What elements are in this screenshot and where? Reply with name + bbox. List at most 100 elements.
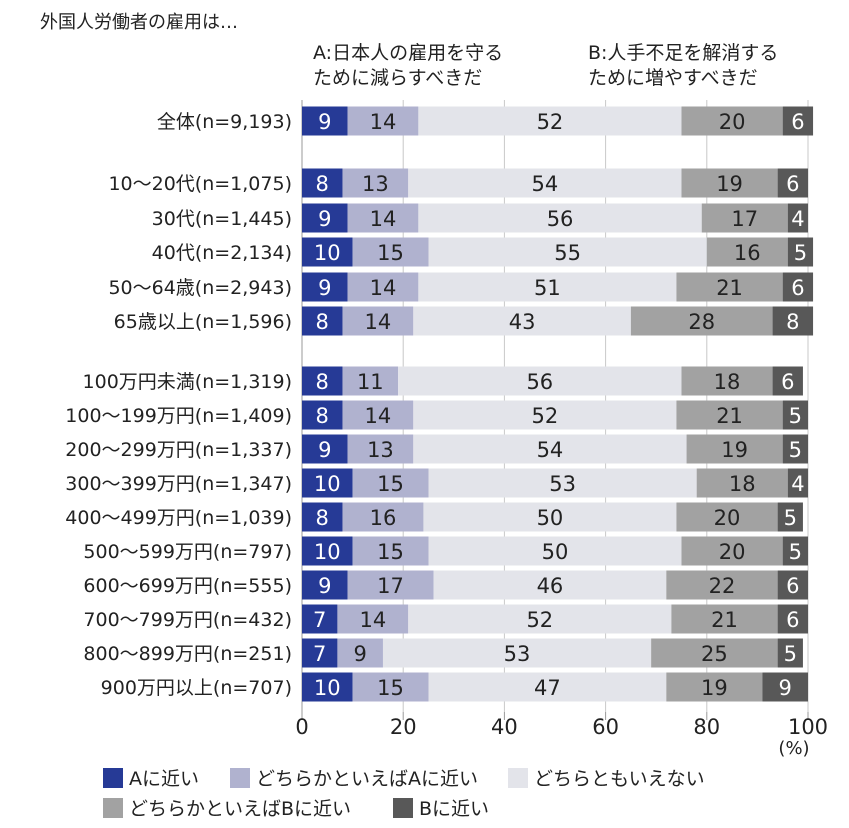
data-label: 21 [711,608,738,632]
data-label: 9 [779,676,792,700]
data-label: 52 [537,110,564,134]
category-label: 700〜799万円(n=432) [83,609,292,631]
bar-segment [413,306,631,336]
bar-segment [772,306,814,336]
bar-segment [676,502,778,532]
bar-segment [651,638,778,668]
category-label: 全体(n=9,193) [157,111,292,133]
data-label: 9 [318,574,331,598]
data-label: 15 [377,676,404,700]
data-label: 53 [549,472,576,496]
bar-segment [347,106,419,136]
bar-segment [408,604,672,634]
bar-segment [676,400,783,430]
data-label: 15 [377,241,404,265]
bar-segment [347,570,434,600]
data-label: 28 [688,310,715,334]
data-label: 4 [791,207,804,231]
category-label: 65歳以上(n=1,596) [114,311,292,333]
bar-segment [787,203,808,233]
bar-segment [433,570,667,600]
data-label: 56 [526,370,553,394]
data-label: 25 [701,642,728,666]
data-label: 9 [318,207,331,231]
bar-segment [342,168,409,198]
bar-segment [671,604,778,634]
data-label: 46 [537,574,564,598]
data-label: 9 [318,110,331,134]
data-label: 17 [731,207,758,231]
bar-segment [423,502,677,532]
bar-segment [347,434,414,464]
bar-segment [428,237,707,267]
bar-segment [681,536,783,566]
bar-segment [302,237,353,267]
data-label: 13 [362,172,389,196]
legend-label: Bに近い [419,798,490,820]
legend-label: Aに近い [129,768,199,790]
data-label: 6 [791,110,804,134]
legend-item-lean-b: どちらかといえばBに近い [103,794,351,821]
data-label: 21 [716,276,743,300]
data-label: 19 [721,438,748,462]
data-label: 5 [784,642,797,666]
data-label: 6 [791,276,804,300]
bar-segment [352,672,429,702]
bar-segment [352,468,429,498]
data-label: 16 [370,506,397,530]
bar-segment [666,672,763,702]
bar-segment [782,272,814,302]
bar-segment [302,536,353,566]
data-label: 16 [734,241,761,265]
bar-segment [696,468,788,498]
data-label: 9 [318,276,331,300]
x-tick-label: 80 [693,715,720,739]
data-label: 14 [370,110,397,134]
data-label: 20 [714,506,741,530]
legend-swatch [103,767,123,788]
legend-swatch [230,767,250,788]
data-label: 8 [316,172,329,196]
data-label: 14 [365,404,392,428]
legend-swatch [103,797,123,818]
legend-item-b: Bに近い [393,794,489,821]
category-label: 200〜299万円(n=1,337) [65,439,292,461]
data-label: 43 [509,310,536,334]
data-label: 54 [532,172,559,196]
data-label: 52 [526,608,553,632]
legend-swatch [508,767,528,788]
bar-segment [302,434,348,464]
legend-swatch [393,797,413,818]
data-label: 19 [701,676,728,700]
bar-segment [706,237,788,267]
bar-segment [347,272,419,302]
x-tick-label: 40 [491,715,518,739]
bar-segment [302,306,343,336]
category-label: 30代(n=1,445) [152,208,292,230]
data-label: 50 [542,540,569,564]
data-label: 19 [716,172,743,196]
data-label: 50 [537,506,564,530]
bar-segment [342,366,399,396]
category-label: 600〜699万円(n=555) [83,575,292,597]
data-label: 8 [316,370,329,394]
category-label: 100〜199万円(n=1,409) [65,405,292,427]
bar-segment [428,468,697,498]
bar-segment [777,604,808,634]
bar-segment [701,203,788,233]
bar-segment [777,638,803,668]
bar-segment [302,570,348,600]
data-label: 15 [377,472,404,496]
data-label: 9 [318,438,331,462]
data-label: 10 [314,676,341,700]
bar-segment [428,536,682,566]
legend-label: どちらともいえない [534,768,705,790]
data-label: 5 [789,540,802,564]
data-label: 6 [786,172,799,196]
data-label: 6 [781,370,794,394]
bar-segment [302,672,353,702]
category-label: 10〜20代(n=1,075) [108,173,292,195]
header-a-line2: ために減らすべきだ [313,67,483,89]
legend-label: どちらかといえばBに近い [129,798,352,820]
